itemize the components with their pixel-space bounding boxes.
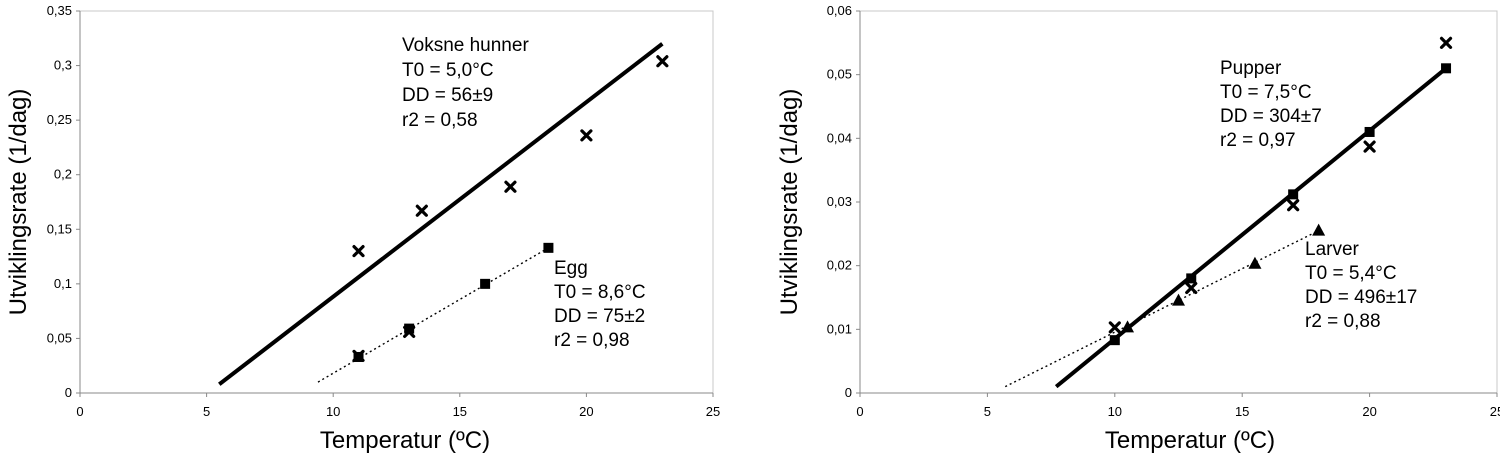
y-tick-label: 0,05	[47, 330, 72, 345]
point-cross	[1108, 321, 1121, 334]
y-tick-label: 0,1	[54, 276, 72, 291]
y-tick-label: 0,35	[47, 3, 72, 18]
y-tick-label: 0,03	[827, 194, 852, 209]
y-tick-label: 0,06	[827, 3, 852, 18]
chart-adult-egg: 0 0,05 0,1 0,15 0,2 0,25 0,3 0,35 0 5 10 15 20 25 Te…	[5, 3, 720, 454]
annotation-line: DD = 56±9	[402, 85, 493, 106]
annotation-line: T0 = 8,6°C	[554, 282, 646, 303]
point-square	[353, 351, 364, 362]
x-tick-label: 0	[856, 404, 863, 419]
point-cross	[1185, 281, 1198, 295]
annotation-line: T0 = 7,5°C	[1220, 82, 1312, 103]
point-cross	[504, 180, 517, 193]
x-tick-label: 25	[706, 404, 720, 419]
y-tick-label: 0	[65, 385, 72, 400]
annotation-line: T0 = 5,4°C	[1305, 263, 1397, 284]
annotation-line: r2 = 0,88	[1305, 311, 1381, 332]
plot-frame	[79, 10, 714, 394]
x-tick-label: 20	[579, 404, 593, 419]
point-cross	[415, 204, 428, 217]
annotation-line: Larver	[1305, 239, 1360, 260]
y-tick-label: 0,3	[54, 58, 72, 73]
plot-border	[859, 10, 1498, 394]
annotation-egg: Egg T0 = 8,6°C DD = 75±2 r2 = 0,98	[554, 258, 651, 351]
annotation-line: Pupper	[1220, 58, 1282, 79]
annotation-line: DD = 304±7	[1220, 106, 1322, 127]
y-tick-label: 0,04	[827, 130, 852, 145]
y-axis-title: Utviklingsrate (1/dag)	[776, 89, 803, 316]
point-square	[480, 278, 491, 289]
x-tick-label: 20	[1362, 404, 1376, 419]
annotation-line: Egg	[554, 258, 588, 279]
y-ticks: 0 0,05 0,1 0,15 0,2 0,25 0,3 0,35	[47, 3, 80, 400]
x-tick-label: 15	[453, 404, 467, 419]
y-tick-label: 0	[845, 385, 852, 400]
x-ticks: 0 5 10 15 20 25	[856, 393, 1500, 419]
annotation-line: DD = 75±2	[554, 306, 645, 327]
y-ticks: 0 0,01 0,02 0,03 0,04 0,05 0,06	[827, 3, 860, 400]
point-triangle	[1172, 293, 1185, 306]
annotation-line: r2 = 0,97	[1220, 130, 1296, 151]
point-cross	[1287, 199, 1300, 212]
x-axis-title: Temperatur (ºC)	[320, 427, 490, 454]
fit-lines	[218, 42, 664, 386]
annotation-larvae: Larver T0 = 5,4°C DD = 496±17 r2 = 0,88	[1305, 239, 1423, 332]
point-cross	[580, 129, 593, 142]
point-cross	[1363, 140, 1376, 153]
x-tick-label: 10	[1108, 404, 1122, 419]
annotation-line: Voksne hunner	[402, 35, 529, 56]
chart-pupae-larvae: 0 0,01 0,02 0,03 0,04 0,05 0,06 0 5 10 15 20 25 Tem…	[776, 3, 1500, 454]
annotation-pupae: Pupper T0 = 7,5°C DD = 304±7 r2 = 0,97	[1220, 58, 1327, 151]
point-triangle	[1312, 223, 1326, 236]
annotation-line: r2 = 0,58	[402, 110, 478, 131]
point-square	[1288, 189, 1299, 200]
plot-frame	[859, 10, 1498, 394]
fit-lines	[1004, 66, 1448, 389]
y-tick-label: 0,02	[827, 258, 852, 273]
annotation-adult-females: Voksne hunner T0 = 5,0°C DD = 56±9 r2 = …	[402, 35, 534, 131]
point-cross	[656, 55, 669, 68]
point-square	[1109, 335, 1120, 346]
point-square	[543, 242, 554, 253]
x-tick-label: 5	[203, 404, 210, 419]
annotation-line: r2 = 0,98	[554, 330, 630, 351]
x-axis-title: Temperatur (ºC)	[1105, 427, 1275, 454]
annotation-line: DD = 496±17	[1305, 287, 1417, 308]
point-square	[1186, 273, 1197, 284]
point-cross	[352, 245, 365, 258]
y-tick-label: 0,05	[827, 67, 852, 82]
point-square	[1441, 63, 1452, 74]
point-square	[404, 323, 415, 334]
y-axis-title: Utviklingsrate (1/dag)	[5, 89, 32, 316]
data-points	[1108, 36, 1453, 346]
point-triangle	[1121, 320, 1135, 333]
x-ticks: 0 5 10 15 20 25	[76, 393, 720, 419]
y-tick-label: 0,25	[47, 112, 72, 127]
y-tick-label: 0,01	[827, 321, 852, 336]
fit-line	[1054, 66, 1448, 389]
x-tick-label: 15	[1235, 404, 1249, 419]
fit-line	[1004, 230, 1319, 388]
y-tick-label: 0,15	[47, 221, 72, 236]
data-points	[352, 55, 669, 362]
fit-line	[317, 247, 549, 383]
y-tick-label: 0,2	[54, 167, 72, 182]
annotation-line: T0 = 5,0°C	[402, 60, 494, 81]
point-triangle	[1248, 256, 1262, 269]
x-tick-label: 0	[76, 404, 83, 419]
point-cross	[1439, 36, 1453, 49]
x-tick-label: 5	[984, 404, 991, 419]
point-square	[1364, 126, 1375, 137]
x-tick-label: 10	[326, 404, 340, 419]
fit-line	[218, 42, 664, 386]
x-tick-label: 25	[1490, 404, 1500, 419]
